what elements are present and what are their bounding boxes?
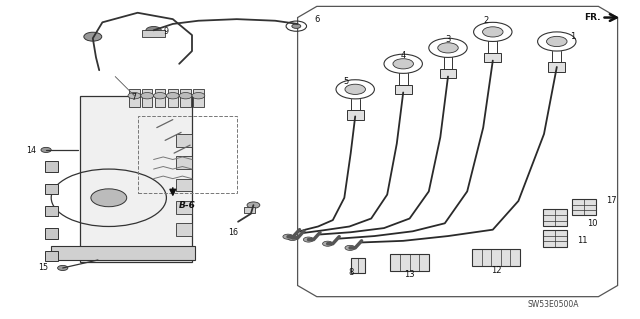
Circle shape [323, 241, 333, 246]
Bar [176, 179, 192, 191]
Bar [168, 89, 178, 107]
Circle shape [128, 93, 141, 99]
Bar [176, 156, 192, 169]
Circle shape [547, 36, 567, 47]
Bar [51, 246, 195, 260]
Circle shape [58, 265, 68, 271]
Bar [45, 251, 58, 261]
Text: FR.: FR. [584, 13, 600, 22]
Bar [45, 228, 58, 239]
Circle shape [179, 93, 192, 99]
Bar [176, 246, 192, 258]
Text: 10: 10 [587, 219, 597, 228]
Circle shape [91, 189, 127, 207]
Bar [176, 223, 192, 236]
Text: 4: 4 [401, 51, 406, 60]
Bar [129, 89, 140, 107]
Bar [472, 249, 520, 266]
Bar [440, 69, 456, 78]
Bar [80, 96, 192, 262]
Circle shape [303, 237, 314, 242]
Circle shape [438, 43, 458, 53]
Circle shape [166, 93, 179, 99]
Circle shape [84, 32, 102, 41]
Text: SW53E0500A: SW53E0500A [528, 300, 579, 309]
Circle shape [287, 235, 298, 241]
Bar [543, 209, 567, 226]
Circle shape [483, 27, 503, 37]
Text: 7: 7 [132, 93, 137, 102]
Text: 2: 2 [484, 16, 489, 25]
Circle shape [154, 93, 166, 99]
Text: 17: 17 [606, 197, 616, 205]
Bar [155, 89, 165, 107]
Bar [572, 199, 596, 215]
Bar [176, 201, 192, 214]
Text: 3: 3 [445, 35, 451, 44]
Bar [45, 206, 58, 216]
Bar [193, 89, 204, 107]
Bar [390, 254, 429, 271]
Text: B-6: B-6 [179, 201, 195, 210]
Bar [45, 161, 58, 172]
Circle shape [41, 147, 51, 152]
Text: 11: 11 [577, 236, 588, 245]
Circle shape [292, 24, 301, 28]
Circle shape [345, 84, 365, 94]
Text: 6: 6 [314, 15, 319, 24]
Bar [548, 62, 565, 72]
Circle shape [141, 93, 154, 99]
Bar [142, 30, 165, 37]
Bar [484, 53, 501, 62]
Text: 14: 14 [26, 146, 36, 155]
Text: 13: 13 [404, 270, 415, 279]
Text: 5: 5 [343, 77, 348, 86]
Bar [138, 116, 237, 193]
Text: 8: 8 [348, 268, 353, 277]
Circle shape [146, 26, 161, 34]
Bar [543, 230, 567, 247]
Text: 9: 9 [164, 27, 169, 36]
Text: 15: 15 [38, 263, 49, 272]
Bar [180, 89, 191, 107]
Circle shape [345, 245, 355, 250]
Circle shape [247, 202, 260, 208]
Bar [45, 184, 58, 194]
Circle shape [192, 93, 205, 99]
Bar [351, 258, 365, 273]
Circle shape [393, 59, 413, 69]
Text: 12: 12 [491, 266, 501, 275]
Bar [142, 89, 152, 107]
Bar [244, 207, 255, 213]
Bar [176, 134, 192, 147]
Text: 16: 16 [228, 228, 239, 237]
Circle shape [283, 234, 293, 239]
Text: 1: 1 [570, 32, 575, 41]
Bar [347, 110, 364, 120]
Bar [395, 85, 412, 94]
